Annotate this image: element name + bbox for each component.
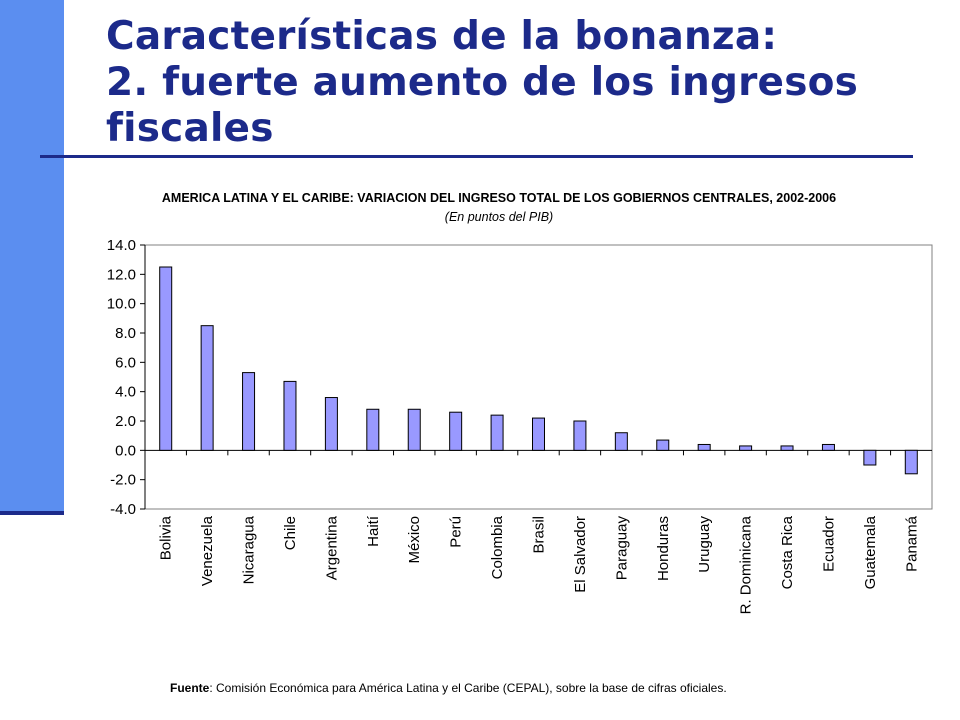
bar: [821, 443, 835, 451]
x-tick-label: Bolivia: [158, 515, 175, 560]
footer-label: Fuente: [170, 681, 210, 695]
bar: [283, 380, 297, 451]
y-tick-label: 8.0: [115, 325, 136, 342]
source-footer: Fuente: Comisión Económica para América …: [170, 681, 810, 695]
chart-subtitle: (En puntos del PIB): [444, 210, 554, 224]
x-tick-label: Perú: [448, 516, 465, 548]
x-tick-label: Haití: [365, 515, 382, 547]
x-tick-label: Guatemala: [862, 515, 879, 589]
bar: [697, 443, 711, 451]
bar: [407, 408, 421, 451]
x-tick-label: Paraguay: [613, 516, 630, 581]
x-tick-label: México: [406, 516, 423, 564]
x-tick-label: Ecuador: [820, 516, 837, 572]
x-tick-label: Nicaragua: [241, 515, 258, 584]
bar: [159, 266, 173, 451]
slide-title-line2: 2. fuerte aumento de los ingresos fiscal…: [106, 60, 859, 151]
bar: [449, 411, 463, 451]
x-tick-label: Uruguay: [696, 516, 713, 573]
y-tick-label: 0.0: [115, 442, 136, 459]
chart-title: AMERICA LATINA Y EL CARIBE: VARIACION DE…: [161, 191, 837, 205]
slide-title: Características de la bonanza: 2. fuerte…: [106, 14, 926, 152]
y-tick-label: 12.0: [107, 266, 136, 283]
x-tick-label: Panamá: [903, 515, 920, 572]
bar: [490, 414, 504, 451]
bar: [324, 397, 338, 451]
bar: [863, 449, 877, 466]
y-tick-label: -2.0: [110, 472, 136, 489]
side-accent-edge: [0, 511, 64, 515]
side-accent-bar: [0, 0, 64, 512]
bar: [366, 408, 380, 451]
bar: [614, 432, 628, 451]
bar: [904, 449, 918, 475]
x-tick-label: Colombia: [489, 515, 506, 579]
x-tick-label: Costa Rica: [779, 515, 796, 589]
bar: [573, 420, 587, 451]
y-tick-label: 10.0: [107, 296, 136, 313]
x-tick-label: El Salvador: [572, 516, 589, 593]
x-tick-label: Chile: [282, 516, 299, 550]
x-tick-label: R. Dominicana: [738, 515, 755, 614]
title-divider: [40, 155, 913, 158]
bar: [532, 417, 545, 451]
bar: [739, 445, 753, 451]
y-tick-label: 2.0: [115, 413, 136, 430]
y-tick-label: 14.0: [107, 237, 136, 254]
y-tick-label: 4.0: [115, 384, 136, 401]
x-tick-label: Argentina: [323, 515, 340, 580]
bar: [780, 445, 794, 451]
x-tick-label: Brasil: [531, 516, 548, 554]
footer-text: : Comisión Económica para América Latina…: [209, 681, 727, 695]
bar: [200, 325, 214, 451]
bar: [656, 439, 670, 451]
slide-title-line1: Características de la bonanza:: [106, 14, 778, 59]
x-tick-label: Honduras: [655, 516, 672, 581]
bar: [242, 372, 256, 451]
y-tick-label: 6.0: [115, 354, 136, 371]
x-tick-label: Venezuela: [199, 515, 216, 586]
y-tick-label: -4.0: [110, 501, 136, 518]
plot-area: [144, 244, 933, 510]
